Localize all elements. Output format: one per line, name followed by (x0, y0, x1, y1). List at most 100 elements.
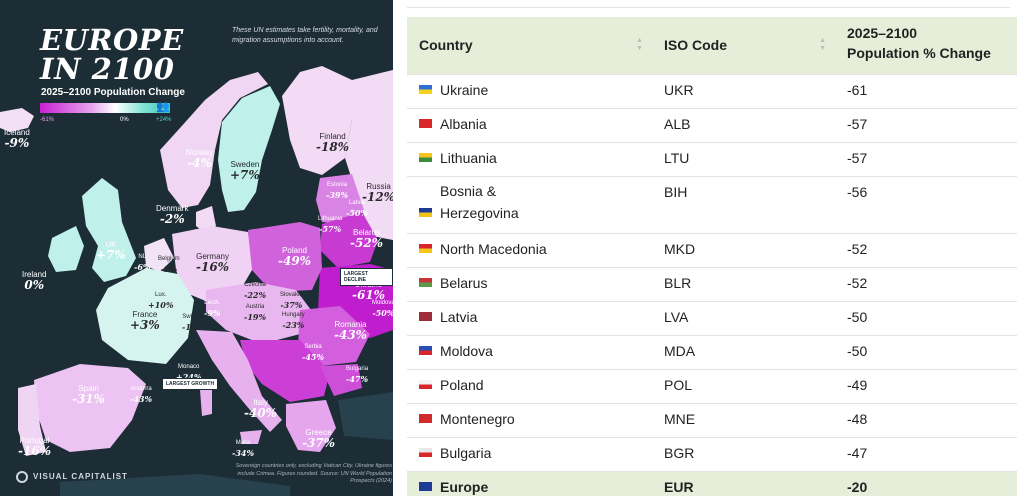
map-greece (286, 400, 336, 452)
flag-icon (419, 413, 432, 423)
flag-icon (419, 118, 432, 128)
cell-country: Bulgaria (407, 436, 652, 471)
table-row: Europe EUR -20 (407, 470, 1017, 496)
map-norway (160, 72, 268, 208)
sort-arrows-icon[interactable]: ▲ ▼ (636, 37, 643, 52)
top-divider (407, 7, 1010, 8)
visual-capitalist-logo: VISUAL CAPITALIST (16, 471, 128, 483)
label-estonia: Estonia -39% (326, 182, 349, 200)
label-belarus: Belarus -52% (350, 228, 384, 250)
map-baltics (316, 174, 364, 224)
label-netherlands: NL -6% (134, 254, 151, 272)
map-spain (34, 364, 146, 452)
map-title-line1: EUROPE (40, 23, 184, 57)
header-iso-code[interactable]: ISO Code ▲ ▼ (652, 17, 835, 74)
table-row: Lithuania LTU -57 (407, 141, 1017, 176)
flag-icon (419, 243, 432, 253)
cell-population-change: -50 (835, 334, 1017, 369)
map-title: EUROPE IN 2100 (40, 26, 184, 84)
cell-population-change: -56 (835, 175, 1017, 233)
cell-iso-code: UKR (652, 73, 835, 108)
label-serbia: Serbia -45% (302, 344, 325, 362)
sort-arrows-icon[interactable]: ▲ ▼ (819, 37, 826, 52)
table-row: Montenegro MNE -48 (407, 402, 1017, 437)
label-luxembourg: Lux. +10% (148, 292, 174, 310)
header-change-line2: Population % Change (847, 45, 991, 62)
label-russia: Russia -12% (362, 182, 393, 204)
label-uk: UK +7% (96, 240, 126, 262)
cell-population-change: -49 (835, 368, 1017, 403)
cell-population-change: -47 (835, 436, 1017, 471)
flag-icon (419, 447, 432, 457)
map-ireland (48, 226, 84, 272)
cell-population-change: -61 (835, 73, 1017, 108)
europe-map-shapes (0, 66, 393, 496)
cell-iso-code: LTU (652, 141, 835, 176)
header-country[interactable]: Country ▲ ▼ (407, 17, 652, 74)
flag-icon (419, 481, 432, 491)
country-name: Poland (440, 376, 484, 393)
population-change-table: Country ▲ ▼ ISO Code ▲ ▼ 2025–2100 Populat… (407, 17, 1017, 496)
header-country-label: Country (419, 37, 473, 54)
cell-population-change: -50 (835, 300, 1017, 335)
legend-min-label: -61% (40, 117, 55, 123)
map-source-note: Sovereign countries only, excluding Vati… (235, 463, 392, 484)
cell-iso-code: MKD (652, 232, 835, 267)
country-name: Montenegro (440, 410, 515, 427)
map-turkey (338, 392, 393, 440)
table-row: Poland POL -49 (407, 368, 1017, 403)
map-portugal (18, 384, 46, 456)
header-population-change[interactable]: 2025–2100 Population % Change (835, 17, 1017, 74)
country-name: Lithuania (440, 149, 497, 166)
cell-iso-code: MNE (652, 402, 835, 437)
table-header-row: Country ▲ ▼ ISO Code ▲ ▼ 2025–2100 Populat… (407, 17, 1017, 74)
flag-icon (419, 345, 432, 355)
cell-population-change: -48 (835, 402, 1017, 437)
people-icon: 👥 (156, 101, 170, 113)
country-name: Latvia (440, 308, 478, 325)
cell-population-change: -57 (835, 141, 1017, 176)
flag-icon (419, 84, 432, 94)
flag-icon (419, 311, 432, 321)
map-sicily (240, 430, 262, 444)
map-africa (60, 474, 290, 496)
table-row: Albania ALB -57 (407, 107, 1017, 142)
label-lithuania: Lithuania -57% (318, 216, 343, 234)
label-latvia: Latvia -50% (346, 200, 369, 218)
label-bulgaria: Bulgaria -47% (346, 366, 369, 384)
label-germany: Germany -16% (196, 252, 230, 274)
label-ireland: Ireland 0% (22, 270, 47, 292)
label-france: France +3% (130, 310, 160, 332)
table-row: Belarus BLR -52 (407, 266, 1017, 301)
cell-iso-code: BIH (652, 175, 835, 233)
flag-icon (419, 152, 432, 162)
label-malta: Malta -34% (232, 440, 255, 458)
map-russia (345, 70, 393, 240)
cell-country: Bosnia & Herzegovina (407, 175, 652, 233)
table-row: Ukraine UKR -61 (407, 73, 1017, 108)
table-row: Bulgaria BGR -47 (407, 436, 1017, 471)
map-subtitle: 2025–2100 Population Change (41, 87, 185, 98)
country-name: Europe (440, 478, 489, 495)
label-monaco: Monaco +24% (176, 364, 202, 382)
country-name: Ukraine (440, 81, 489, 98)
vc-logo-icon (16, 471, 28, 483)
largest-decline-tag: LARGEST DECLINE (340, 268, 393, 286)
table-row: Latvia LVA -50 (407, 300, 1017, 335)
label-austria: Austria -19% (244, 304, 267, 322)
legend-color-scale (40, 103, 170, 113)
label-andorra: Andorra -43% (130, 386, 153, 404)
cell-iso-code: LVA (652, 300, 835, 335)
map-denmark (196, 206, 216, 232)
map-benelux (144, 238, 174, 272)
table-row: Bosnia & Herzegovina BIH -56 (407, 175, 1017, 233)
cell-iso-code: MDA (652, 334, 835, 369)
label-poland: Poland -49% (278, 246, 312, 268)
cell-country: Europe (407, 470, 652, 496)
legend-max-label: +24% (156, 117, 172, 123)
label-sweden: Sweden +7% (230, 160, 260, 182)
flag-icon (419, 379, 432, 389)
map-belarus (320, 212, 378, 268)
header-change-line1: 2025–2100 (847, 25, 918, 42)
cell-iso-code: EUR (652, 470, 835, 496)
